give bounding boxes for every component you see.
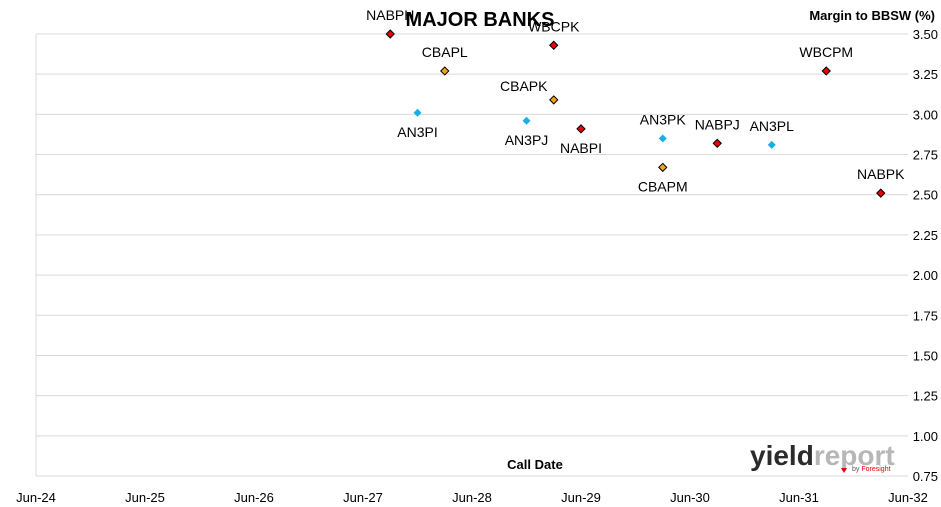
data-label: CBAPK — [500, 78, 548, 94]
logo-brand-text: Foresight — [861, 466, 890, 473]
x-tick-label: Jun-32 — [888, 490, 928, 505]
data-point-wbcpm — [821, 66, 831, 76]
y-tick-label: 1.50 — [913, 348, 938, 363]
data-point-an3pl — [767, 140, 776, 149]
data-point-cbapk — [549, 95, 559, 105]
data-point-cbapm — [658, 162, 668, 173]
x-axis-title: Call Date — [507, 457, 563, 472]
data-point-an3pk — [658, 134, 667, 143]
yieldreport-logo: yieldreport by Foresight — [750, 440, 895, 473]
x-tick-label: Jun-31 — [779, 490, 819, 505]
data-label: CBAPL — [422, 44, 468, 60]
x-tick-label: Jun-26 — [234, 490, 274, 505]
logo-report-text: report — [814, 440, 895, 471]
data-label: AN3PL — [750, 118, 795, 134]
data-point-an3pj — [522, 116, 531, 125]
y-tick-label: 2.50 — [913, 188, 938, 203]
data-points: NABPH CBAPL AN3PI WBCPK CBAPK AN3PJ NABPI AN3PK… — [366, 7, 905, 198]
svg-text:yieldreport: yieldreport — [750, 440, 895, 471]
y-tick-label: 3.25 — [913, 67, 938, 82]
data-label: AN3PK — [640, 111, 687, 127]
chart-title: MAJOR BANKS — [406, 9, 555, 31]
data-point-cbapl — [440, 66, 450, 76]
x-tick-label: Jun-29 — [561, 490, 601, 505]
data-point-nabpk — [876, 188, 886, 198]
y-tick-label: 0.75 — [913, 469, 938, 484]
x-tick-label: Jun-25 — [125, 490, 165, 505]
x-tick-label: Jun-28 — [452, 490, 492, 505]
data-label: NABPH — [366, 7, 414, 23]
x-axis-ticks: Jun-24 Jun-25 Jun-26 Jun-27 Jun-28 Jun-29 Jun-… — [16, 490, 928, 505]
data-label: AN3PJ — [505, 132, 549, 148]
data-label: NABPI — [560, 140, 602, 156]
data-point-wbcpk — [549, 40, 559, 50]
y-tick-label: 1.00 — [913, 429, 938, 444]
data-point-an3pi — [413, 108, 422, 117]
data-label: NABPJ — [695, 116, 740, 132]
logo-by-text: by — [852, 466, 860, 473]
data-label: CBAPM — [638, 178, 688, 194]
x-tick-label: Jun-27 — [343, 490, 383, 505]
data-point-nabph — [385, 29, 395, 39]
svg-text:by Foresight: by Foresight — [852, 466, 891, 473]
data-label: WBCPM — [799, 44, 853, 60]
y-tick-label: 3.50 — [913, 27, 938, 42]
data-label: WBCPK — [528, 18, 580, 34]
grid-layer — [35, 33, 908, 477]
x-tick-label: Jun-30 — [670, 490, 710, 505]
y-tick-label: 3.00 — [913, 107, 938, 122]
y-tick-label: 2.25 — [913, 228, 938, 243]
data-point-nabpj — [712, 138, 722, 149]
data-point-nabpi — [576, 124, 586, 134]
y-tick-label: 1.75 — [913, 308, 938, 323]
x-tick-label: Jun-24 — [16, 490, 56, 505]
logo-triangle-icon — [841, 468, 847, 473]
logo-yield-text: yield — [750, 440, 814, 471]
data-label: NABPK — [857, 166, 905, 182]
y-tick-label: 1.25 — [913, 389, 938, 404]
y-tick-label: 2.75 — [913, 148, 938, 163]
y-axis-ticks: 0.75 1.00 1.25 1.50 1.75 2.00 2.25 2.50 2.75 3.00… — [913, 27, 938, 484]
y-axis-title: Margin to BBSW (%) — [809, 8, 935, 23]
data-label: AN3PI — [397, 124, 437, 140]
y-tick-label: 2.00 — [913, 268, 938, 283]
